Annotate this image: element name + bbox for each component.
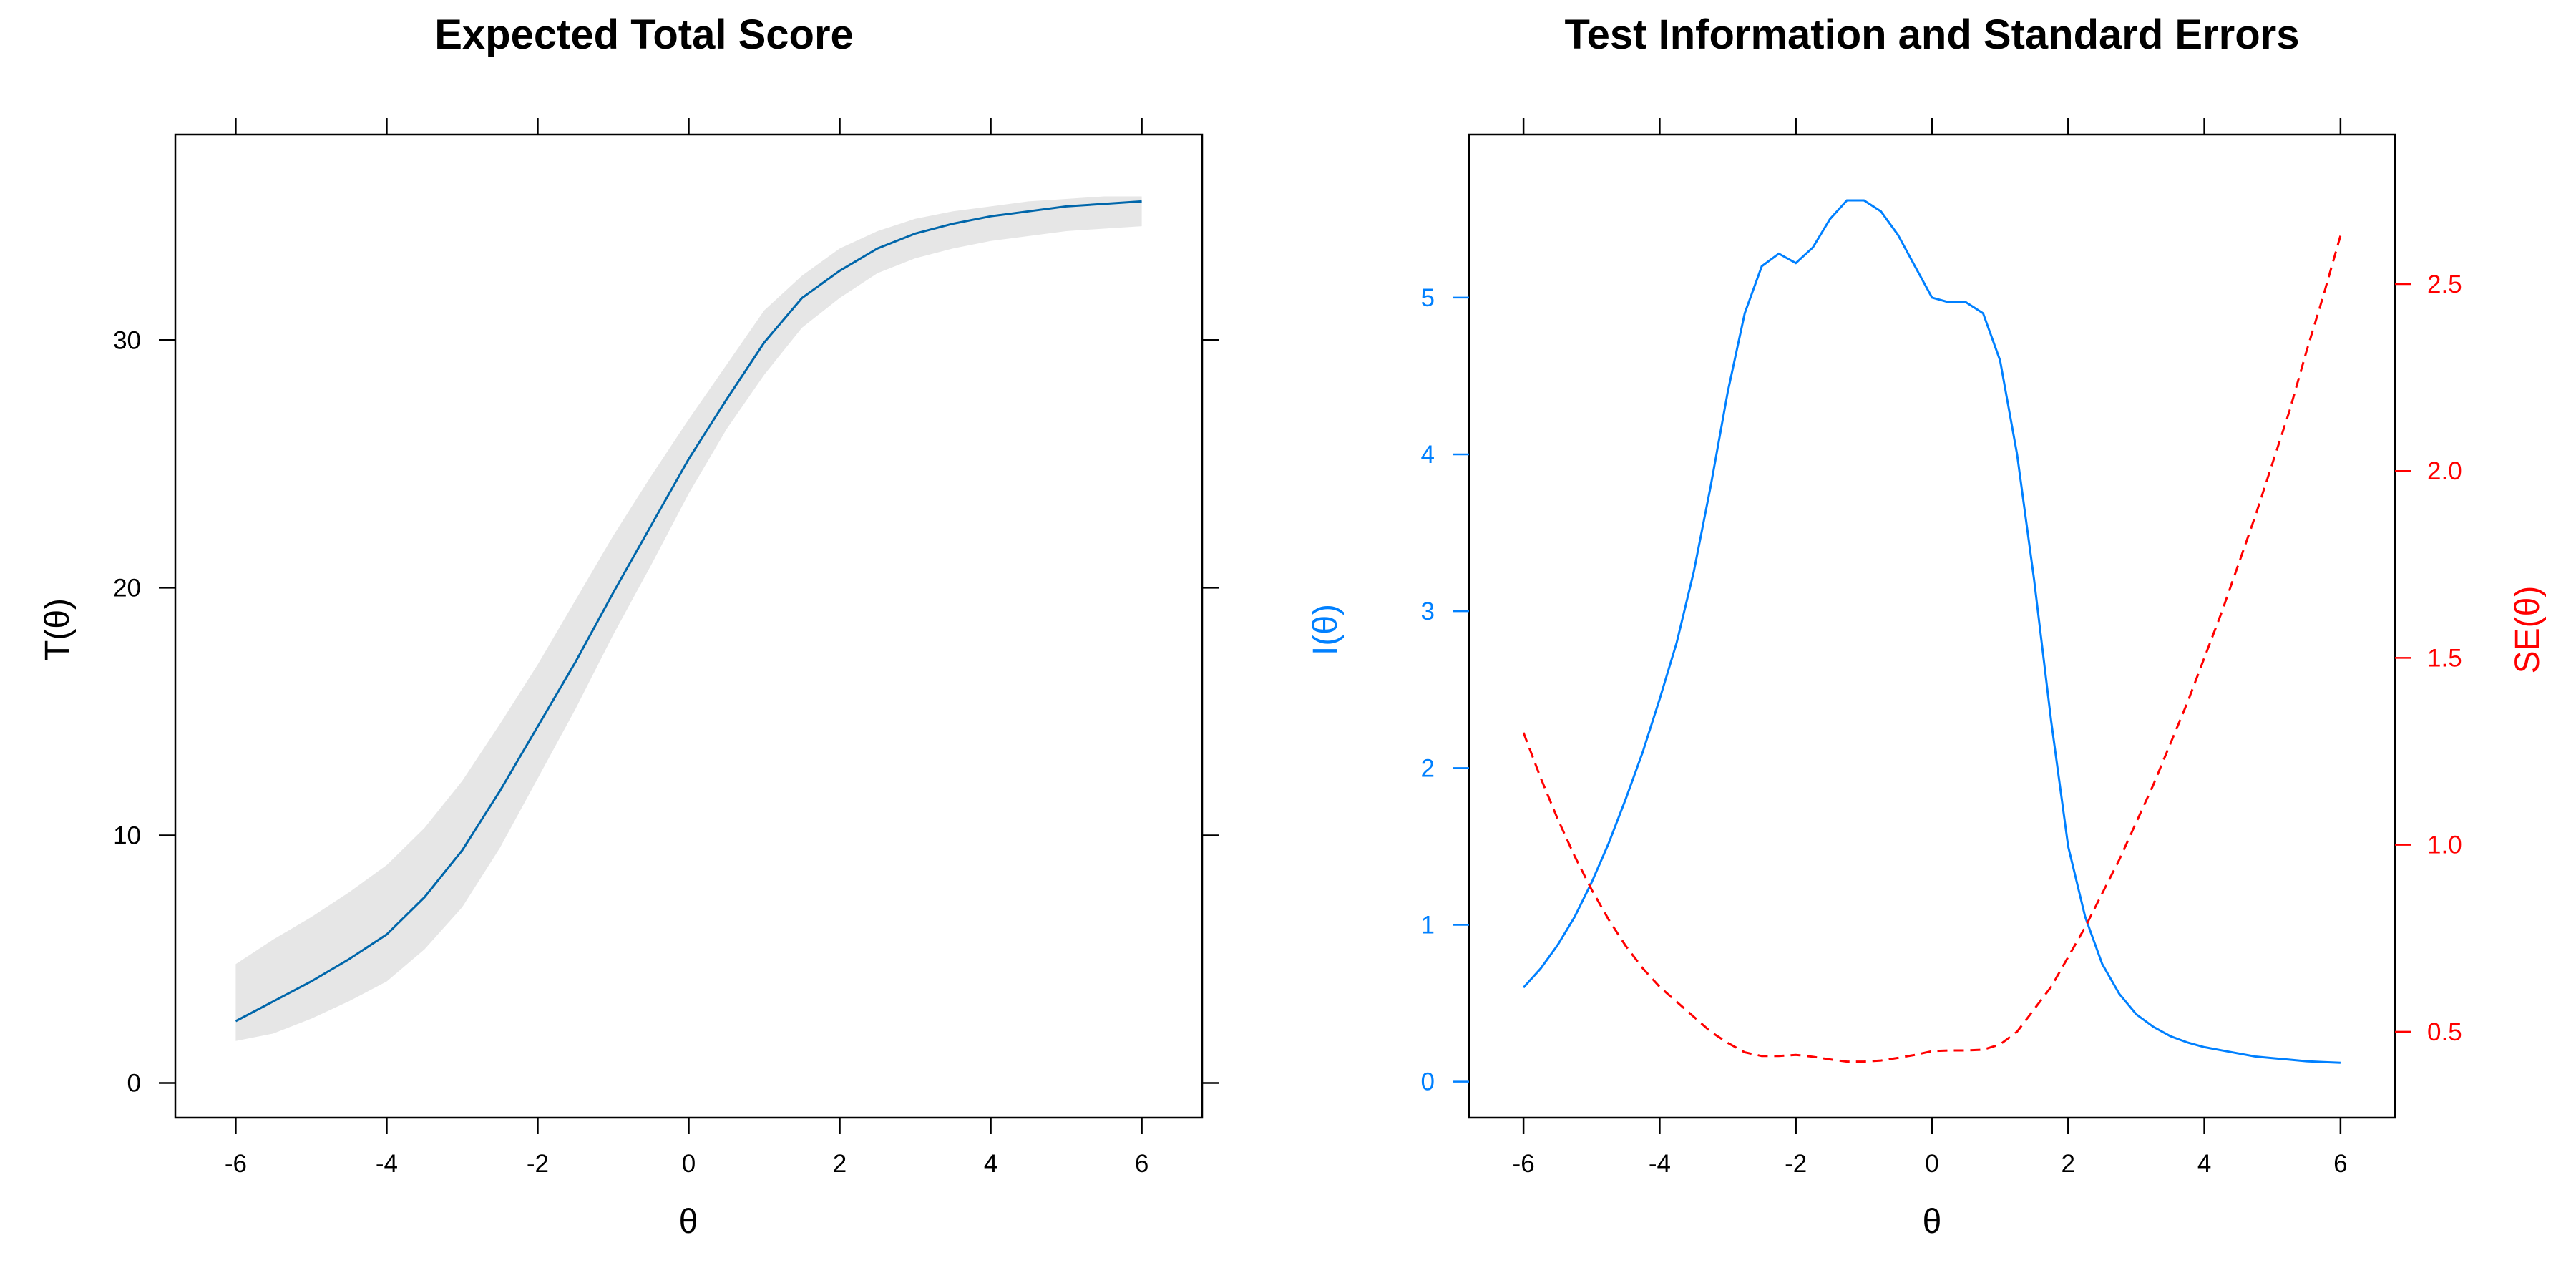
standard-error-tick-label: 1.5 (2427, 644, 2462, 672)
x-tick-label: -2 (1785, 1150, 1807, 1178)
x-tick-label: -4 (1649, 1150, 1671, 1178)
information-tick-label: 0 (1421, 1068, 1435, 1096)
x-tick-label: -2 (527, 1150, 549, 1178)
x-tick-label: 6 (2333, 1150, 2347, 1178)
information-tick-label: 2 (1421, 754, 1435, 782)
confidence-band (235, 196, 1142, 1041)
x-tick-label: -6 (225, 1150, 247, 1178)
x-tick-label: 0 (682, 1150, 696, 1178)
x-tick-label: -4 (376, 1150, 398, 1178)
y-tick-label: 10 (113, 821, 141, 849)
information-tick-label: 4 (1421, 441, 1435, 469)
y-tick-label: 0 (127, 1070, 141, 1098)
standard-error-tick-label: 2.5 (2427, 270, 2462, 298)
expected-score-line (235, 200, 1142, 1023)
y-tick-label: 30 (113, 326, 141, 354)
x-tick-label: 4 (984, 1150, 997, 1178)
right-plot-frame (1468, 133, 2396, 1119)
standard-error-tick-label: 0.5 (2427, 1018, 2462, 1046)
x-tick-label: 4 (2197, 1150, 2211, 1178)
standard-error-tick-label: 2.0 (2427, 457, 2462, 485)
standard-error-tick-label: 1.0 (2427, 831, 2462, 859)
test-information-title: Test Information and Standard Errors (1565, 11, 2300, 58)
left-x-axis-label: θ (679, 1203, 698, 1241)
x-tick-label: 2 (2062, 1150, 2075, 1178)
standard-error-axis-label: SE(θ) (2509, 586, 2547, 674)
information-tick-label: 1 (1421, 911, 1435, 939)
information-axis-label: I(θ) (1307, 604, 1345, 655)
x-tick-label: 0 (1925, 1150, 1938, 1178)
standard-error-curve (1522, 235, 2342, 1063)
y-tick-label: 20 (113, 574, 141, 602)
x-tick-label: 6 (1135, 1150, 1148, 1178)
right-x-axis-label: θ (1923, 1203, 1942, 1241)
information-tick-label: 3 (1421, 597, 1435, 625)
test-information-panel: Test Information and Standard Errors θ I… (1307, 11, 2547, 1241)
x-tick-label: -6 (1513, 1150, 1535, 1178)
x-tick-label: 2 (833, 1150, 847, 1178)
left-y-axis-label: T(θ) (39, 598, 77, 661)
information-curve (1522, 199, 2341, 1064)
information-tick-label: 5 (1421, 284, 1435, 312)
expected-total-score-panel: Expected Total Score θ T(θ) -6 -4 -2 0 2 4 6 0 1… (39, 11, 1219, 1241)
expected-total-score-title: Expected Total Score (434, 11, 854, 58)
